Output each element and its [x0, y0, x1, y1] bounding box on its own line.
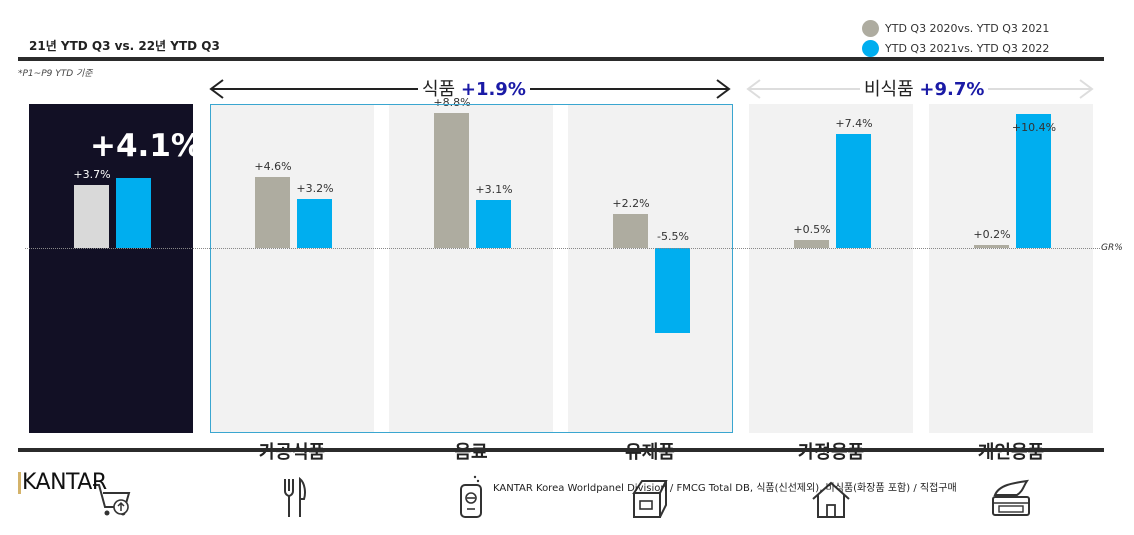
legend-item-2: YTD Q3 2021vs. YTD Q3 2022 [862, 40, 1049, 57]
bar [476, 200, 511, 248]
category-label: 음료 [454, 442, 488, 463]
data-label: +7.4% [835, 117, 873, 131]
top-divider [18, 57, 1104, 61]
data-label: +10.4% [1011, 120, 1057, 134]
note: *P1~P9 YTD 기준 [18, 69, 93, 79]
category-panel: +3.7%FMCG [29, 104, 193, 531]
page-title: 21년 YTD Q3 vs. 22년 YTD Q3 [29, 39, 220, 53]
bar [434, 113, 469, 248]
data-label: +0.5% [793, 223, 831, 237]
kantar-logo: KANTAR [18, 472, 107, 494]
bar [255, 177, 290, 248]
house-icon [797, 463, 865, 531]
bar [297, 198, 332, 248]
category-label: 개인용품 [977, 442, 1045, 463]
data-label: +3.1% [475, 183, 513, 197]
data-label: +2.2% [612, 197, 650, 211]
food-group-frame [210, 104, 733, 433]
category-panel: +8.8% +3.1% 음료 [389, 96, 553, 531]
bar [655, 248, 690, 333]
data-label: +3.2% [296, 181, 334, 195]
legend-item-1: YTD Q3 2020vs. YTD Q3 2021 [862, 20, 1049, 37]
food-group-label: 식품 +1.9% [418, 75, 530, 101]
bar [1016, 113, 1051, 248]
milk-carton-icon [616, 463, 684, 531]
category-panel: +4.6% +3.2% 가공식품 [210, 104, 374, 531]
source-text: KANTAR Korea Worldpanel Division / FMCG … [493, 483, 957, 494]
category-panel: +0.5% +7.4% 가정용품 [749, 104, 913, 531]
category-panel: +2.2% -5.5% 유제품 [568, 104, 732, 531]
bar [974, 245, 1009, 248]
data-label: -5.5% [657, 230, 689, 243]
bar [613, 214, 648, 248]
bar [836, 134, 871, 248]
category-label: 가공식품 [258, 442, 326, 463]
cutlery-icon [258, 463, 326, 531]
bar [74, 185, 109, 248]
axis-label: GR% [1101, 243, 1123, 253]
data-label: +3.7% [73, 168, 111, 182]
legend-swatch [862, 20, 879, 37]
drink-can-icon [437, 463, 505, 531]
nonfood-group-label: 비식품 +9.7% [860, 75, 989, 101]
cream-jar-icon [977, 463, 1045, 531]
zero-line [25, 248, 1100, 249]
fmcg-total-value: +4.1% [90, 128, 202, 164]
category-label: 가정용품 [797, 442, 865, 463]
bar [794, 240, 829, 248]
data-label: +4.6% [254, 160, 292, 174]
bottom-divider [18, 448, 1104, 452]
bar [116, 178, 151, 248]
category-panel: +0.2% +10.4% 개인용품 [929, 104, 1093, 531]
legend-swatch [862, 40, 879, 57]
data-label: +8.8% [433, 96, 471, 109]
data-label: +0.2% [973, 228, 1011, 242]
category-label: 유제품 [625, 442, 675, 463]
legend-label: YTD Q3 2021vs. YTD Q3 2022 [885, 42, 1050, 55]
legend-label: YTD Q3 2020vs. YTD Q3 2021 [885, 22, 1050, 35]
